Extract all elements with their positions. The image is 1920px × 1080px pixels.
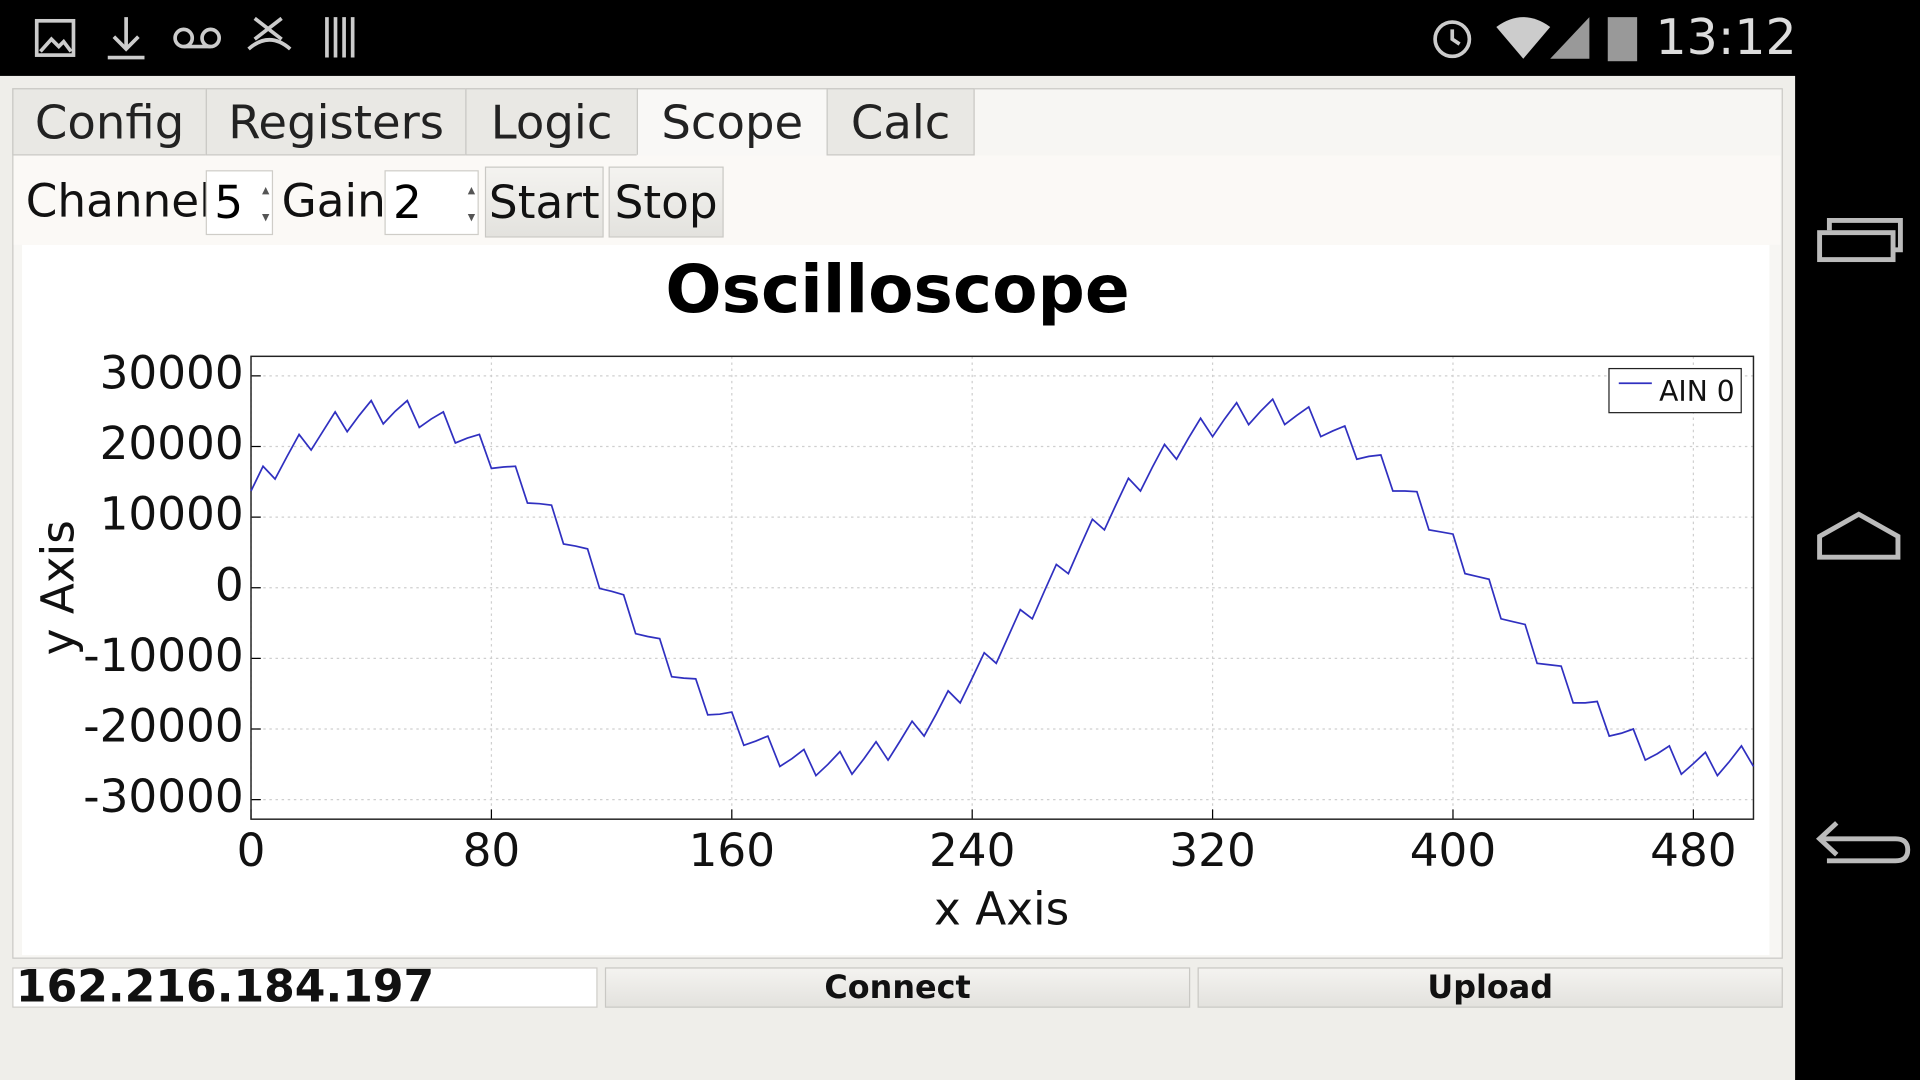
tab[interactable]: Calc bbox=[826, 88, 975, 156]
channel-spinbox[interactable]: 5 ▴ ▾ bbox=[205, 170, 274, 236]
gain-value: 2 bbox=[393, 176, 422, 229]
x-axis-label: x Axis bbox=[934, 883, 1069, 936]
recent-apps[interactable] bbox=[1817, 230, 1896, 263]
x-tick-label: 400 bbox=[1410, 824, 1496, 877]
stop-button[interactable]: Stop bbox=[608, 166, 724, 238]
back[interactable] bbox=[1822, 836, 1911, 864]
channel-value: 5 bbox=[214, 176, 244, 229]
x-tick-label: 160 bbox=[689, 824, 775, 877]
tab[interactable]: Registers bbox=[205, 88, 467, 156]
y-tick-label: 20000 bbox=[100, 417, 244, 470]
y-tick-label: 30000 bbox=[100, 346, 244, 399]
legend-box bbox=[1608, 367, 1742, 414]
y-tick-label: -20000 bbox=[83, 700, 243, 753]
gain-spinbox[interactable]: 2 ▴ ▾ bbox=[384, 170, 479, 236]
plot-frame bbox=[250, 355, 1755, 820]
spin-arrows[interactable]: ▴ ▾ bbox=[467, 181, 476, 226]
navigation-bar[interactable] bbox=[1795, 0, 1920, 1080]
clock: 13:12 bbox=[1655, 9, 1797, 67]
chart: Oscilloscope x Axis y Axis -30000 -20000 -… bbox=[32, 251, 1755, 936]
connect-button[interactable]: Connect bbox=[604, 967, 1191, 1008]
tab-active[interactable]: Scope bbox=[636, 88, 828, 156]
gain-label: Gain bbox=[281, 175, 386, 228]
x-tick-label: 80 bbox=[463, 824, 521, 877]
tab[interactable]: Config bbox=[12, 88, 207, 156]
x-tick-label: 480 bbox=[1650, 824, 1736, 877]
upload-button[interactable]: Upload bbox=[1197, 967, 1783, 1008]
series-line bbox=[250, 397, 1755, 778]
x-tick-label: 240 bbox=[929, 824, 1015, 877]
home[interactable] bbox=[1817, 511, 1901, 560]
spin-arrows[interactable]: ▴ ▾ bbox=[262, 181, 270, 226]
y-tick-label: 10000 bbox=[100, 488, 244, 541]
control-row bbox=[13, 155, 1781, 245]
y-tick-label: 0 bbox=[215, 558, 244, 611]
chart-title: Oscilloscope bbox=[665, 251, 1129, 328]
channel-label: Channel bbox=[25, 175, 212, 228]
y-tick-label: -10000 bbox=[83, 629, 243, 682]
address-field[interactable]: 162.216.184.197 bbox=[12, 966, 598, 1010]
tab[interactable]: Logic bbox=[465, 88, 638, 156]
start-button[interactable]: Start bbox=[484, 166, 604, 238]
x-tick-label: 0 bbox=[237, 824, 266, 877]
y-tick-label: -30000 bbox=[83, 770, 243, 823]
y-axis-label: y Axis bbox=[32, 520, 85, 655]
x-tick-label: 320 bbox=[1169, 824, 1255, 877]
status-bar bbox=[34, 16, 1638, 62]
legend-label: AIN 0 bbox=[1659, 375, 1735, 408]
plot-area bbox=[251, 356, 1754, 820]
